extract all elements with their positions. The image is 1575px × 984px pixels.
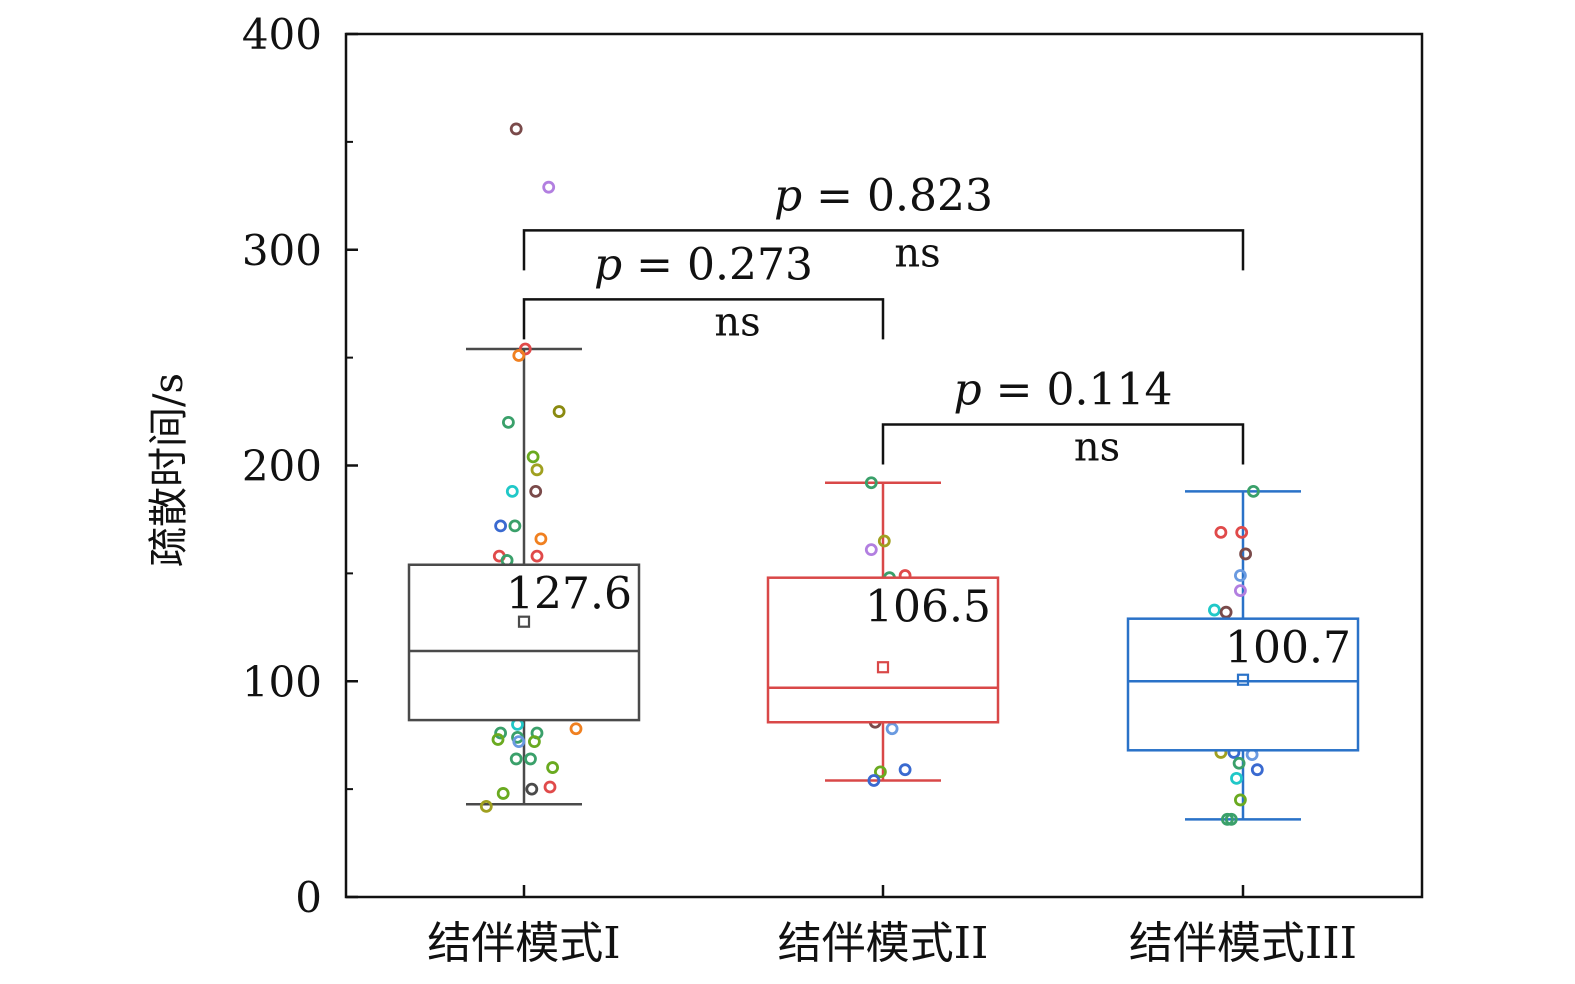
y-tick-label: 0 bbox=[295, 873, 322, 922]
p-value: 0.273 bbox=[687, 239, 813, 290]
data-point bbox=[569, 722, 583, 736]
data-point bbox=[529, 484, 543, 498]
data-point bbox=[1232, 756, 1246, 770]
data-point bbox=[518, 342, 532, 356]
data-point bbox=[508, 519, 522, 533]
ns-annotation: ns bbox=[714, 299, 760, 345]
p-symbol: p bbox=[774, 170, 802, 221]
data-point bbox=[874, 765, 887, 779]
significance-bracket bbox=[522, 298, 885, 340]
y-tick-label: 400 bbox=[242, 10, 322, 59]
data-point bbox=[1230, 771, 1243, 785]
p-value: 0.823 bbox=[867, 170, 993, 221]
data-point bbox=[1219, 605, 1233, 619]
p-equals: = bbox=[816, 170, 853, 221]
data-point bbox=[530, 463, 544, 477]
data-point bbox=[1214, 525, 1228, 539]
data-point bbox=[1234, 793, 1247, 807]
data-point bbox=[867, 774, 881, 787]
mean-value-label: 127.6 bbox=[506, 569, 632, 620]
data-point bbox=[1224, 812, 1238, 826]
data-point bbox=[534, 532, 548, 546]
mean-marker bbox=[517, 615, 531, 628]
data-point bbox=[494, 726, 508, 740]
data-point bbox=[512, 735, 526, 749]
data-point bbox=[542, 180, 556, 194]
p-value: 0.114 bbox=[1047, 365, 1173, 416]
data-point bbox=[491, 733, 505, 746]
data-point bbox=[1239, 547, 1252, 561]
data-point bbox=[552, 405, 566, 418]
x-category-label: 结伴模式III bbox=[1129, 918, 1357, 969]
data-point bbox=[524, 752, 537, 766]
ns-annotation: ns bbox=[894, 230, 940, 276]
mean-marker bbox=[1236, 673, 1250, 686]
mean-value-label: 106.5 bbox=[865, 582, 991, 633]
data-point bbox=[501, 415, 515, 429]
data-point bbox=[530, 549, 544, 563]
p-value-annotation: p = 0.273 bbox=[594, 239, 813, 290]
mean-marker bbox=[876, 661, 890, 674]
p-value-annotation: p = 0.823 bbox=[774, 170, 993, 221]
y-tick-label: 300 bbox=[242, 226, 322, 275]
data-point bbox=[1234, 569, 1247, 582]
significance-bracket bbox=[522, 229, 1245, 271]
data-point bbox=[528, 735, 541, 749]
data-point bbox=[864, 476, 878, 490]
box-iqr bbox=[766, 576, 1000, 724]
data-point bbox=[864, 543, 878, 557]
data-point bbox=[543, 780, 557, 794]
data-point bbox=[525, 782, 539, 796]
p-symbol: p bbox=[594, 239, 622, 290]
p-equals: = bbox=[636, 239, 673, 290]
box-iqr bbox=[407, 563, 641, 722]
data-point bbox=[509, 752, 523, 766]
p-equals: = bbox=[996, 365, 1033, 416]
data-point bbox=[1208, 603, 1221, 617]
data-point bbox=[494, 519, 508, 533]
data-point bbox=[1234, 584, 1247, 598]
data-point bbox=[509, 122, 523, 136]
data-point bbox=[526, 450, 540, 464]
data-point bbox=[885, 722, 899, 736]
data-point bbox=[546, 761, 559, 774]
ns-annotation: ns bbox=[1074, 425, 1120, 471]
x-category-label: 结伴模式I bbox=[427, 918, 620, 969]
p-value-annotation: p = 0.114 bbox=[953, 365, 1172, 416]
data-point bbox=[505, 484, 519, 498]
data-point bbox=[1235, 525, 1249, 539]
y-tick-label: 100 bbox=[242, 657, 322, 706]
data-point bbox=[496, 787, 510, 800]
data-point bbox=[512, 349, 526, 362]
y-tick-label: 200 bbox=[242, 442, 322, 491]
data-point bbox=[1250, 763, 1264, 777]
data-point bbox=[479, 799, 493, 813]
data-point bbox=[1247, 484, 1260, 498]
x-category-label: 结伴模式II bbox=[778, 918, 989, 969]
y-axis-label: 疏散时间/s bbox=[146, 373, 192, 567]
data-point bbox=[898, 763, 912, 777]
p-symbol: p bbox=[953, 365, 981, 416]
significance-bracket bbox=[881, 423, 1245, 465]
data-point bbox=[877, 534, 891, 548]
mean-value-label: 100.7 bbox=[1225, 623, 1351, 674]
